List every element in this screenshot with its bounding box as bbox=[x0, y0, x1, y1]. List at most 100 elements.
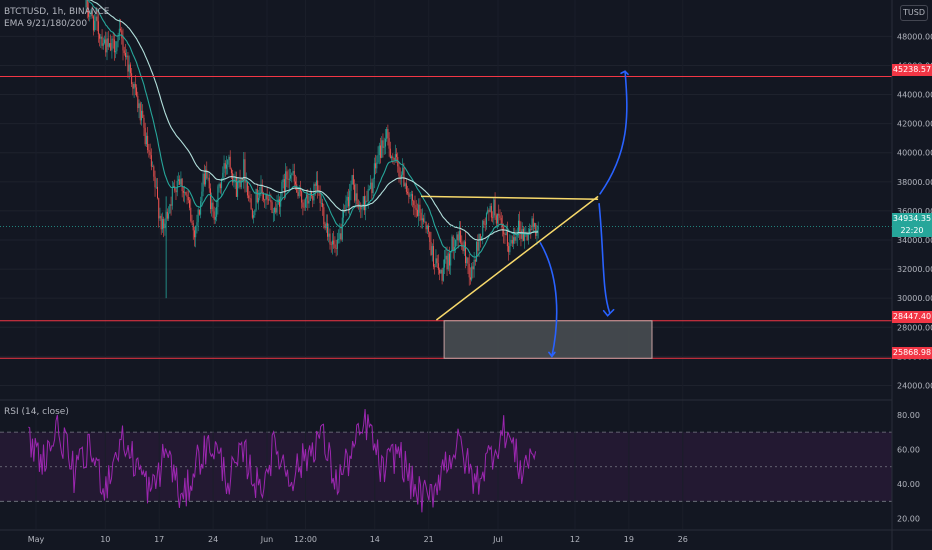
candle-body bbox=[249, 198, 251, 199]
candle-body bbox=[276, 203, 278, 213]
candle-body bbox=[510, 239, 512, 244]
candle-body bbox=[382, 140, 384, 148]
candle-body bbox=[100, 36, 102, 39]
time-tick-label: 24 bbox=[208, 535, 218, 544]
candle-body bbox=[244, 159, 246, 183]
candle-body bbox=[485, 213, 487, 225]
candle-body bbox=[251, 209, 253, 218]
indicator-line[interactable]: EMA 9/21/180/200 bbox=[4, 19, 88, 29]
candle-body bbox=[423, 218, 425, 222]
candle-body bbox=[439, 269, 441, 274]
candle-body bbox=[118, 28, 120, 36]
candle-body bbox=[373, 163, 375, 179]
candle-body bbox=[145, 135, 147, 145]
candle-body bbox=[248, 195, 250, 199]
candle-body bbox=[526, 232, 528, 240]
candle-body bbox=[267, 199, 269, 201]
candle-body bbox=[211, 202, 213, 210]
candle-body bbox=[170, 204, 172, 206]
candle-body bbox=[517, 220, 519, 236]
candle-body bbox=[347, 196, 349, 207]
candle-body bbox=[346, 196, 348, 201]
candle-body bbox=[537, 226, 539, 230]
candle-body bbox=[445, 255, 447, 260]
candle-body bbox=[85, 0, 87, 8]
candle-body bbox=[350, 184, 352, 191]
candle-body bbox=[352, 175, 354, 185]
candle-body bbox=[104, 39, 106, 44]
candle-body bbox=[240, 178, 242, 188]
candle-body bbox=[275, 207, 277, 213]
candle-body bbox=[399, 176, 401, 179]
candle-body bbox=[99, 34, 101, 39]
candle-body bbox=[400, 174, 402, 179]
candle-body bbox=[377, 155, 379, 163]
candle-body bbox=[472, 266, 474, 270]
rsi-tick-label: 40.00 bbox=[897, 480, 920, 489]
price-tick-label: 28000.00 bbox=[897, 323, 932, 332]
candle-body bbox=[465, 241, 467, 264]
candle-body bbox=[351, 175, 353, 185]
candle-body bbox=[294, 181, 296, 185]
target-box[interactable] bbox=[443, 320, 653, 359]
candle-body bbox=[299, 188, 301, 192]
triangle-resistance-line[interactable] bbox=[420, 195, 599, 201]
breakdown-arrow[interactable] bbox=[539, 242, 558, 358]
candle-body bbox=[394, 154, 396, 160]
candle-body bbox=[227, 160, 229, 165]
candle-body bbox=[306, 194, 308, 199]
candle-body bbox=[264, 199, 266, 201]
candle-body bbox=[412, 194, 414, 201]
candle-body bbox=[292, 170, 294, 174]
breakout-arrow[interactable] bbox=[599, 70, 628, 195]
candle-body bbox=[330, 244, 332, 246]
candle-body bbox=[217, 186, 219, 207]
candle-body bbox=[313, 184, 315, 201]
candle-body bbox=[303, 207, 305, 208]
candle-body bbox=[278, 199, 280, 207]
time-tick-label: 12:00 bbox=[294, 535, 317, 544]
candle-body bbox=[238, 179, 240, 183]
candle-body bbox=[361, 208, 363, 210]
candle-body bbox=[260, 184, 262, 193]
price-tick-label: 48000.00 bbox=[897, 32, 932, 41]
candle-body bbox=[237, 182, 239, 197]
candle-body bbox=[455, 239, 457, 247]
candle-body bbox=[418, 204, 420, 216]
candle-body bbox=[97, 21, 99, 35]
candle-body bbox=[356, 193, 358, 205]
symbol-line[interactable]: BTCTUSD, 1h, BINANCE bbox=[4, 7, 110, 17]
candle-body bbox=[426, 225, 428, 230]
candle-body bbox=[290, 175, 292, 179]
time-tick-label: 17 bbox=[154, 535, 164, 544]
candle-body bbox=[196, 222, 198, 227]
candle-body bbox=[469, 277, 471, 280]
candle-body bbox=[462, 246, 464, 252]
candle-body bbox=[376, 162, 378, 169]
candle-body bbox=[123, 50, 125, 53]
candle-body bbox=[331, 240, 333, 245]
rsi-label[interactable]: RSI (14, close) bbox=[4, 407, 69, 417]
candle-body bbox=[206, 169, 208, 179]
candle-body bbox=[176, 180, 178, 193]
candle-body bbox=[106, 38, 108, 53]
candle-body bbox=[466, 257, 468, 264]
candle-body bbox=[308, 200, 310, 204]
candle-body bbox=[403, 167, 405, 187]
candle-body bbox=[253, 215, 255, 218]
candle-body bbox=[387, 128, 389, 139]
candle-body bbox=[293, 170, 295, 182]
candle-body bbox=[429, 231, 431, 242]
apex-to-support-arrow[interactable] bbox=[598, 203, 611, 314]
candle-body bbox=[531, 218, 533, 230]
candle-body bbox=[482, 220, 484, 237]
candle-body bbox=[201, 191, 203, 202]
triangle-support-line[interactable] bbox=[435, 195, 599, 321]
candle-body bbox=[262, 192, 264, 200]
currency-chip[interactable]: TUSD bbox=[900, 5, 928, 21]
candle-body bbox=[359, 204, 361, 206]
candle-body bbox=[143, 117, 145, 128]
candle-body bbox=[499, 215, 501, 218]
